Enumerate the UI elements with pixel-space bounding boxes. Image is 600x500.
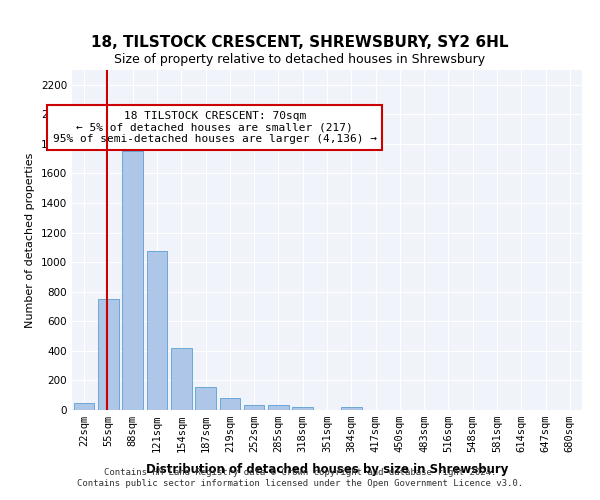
Y-axis label: Number of detached properties: Number of detached properties [25,152,35,328]
X-axis label: Distribution of detached houses by size in Shrewsbury: Distribution of detached houses by size … [146,464,508,476]
Text: 18, TILSTOCK CRESCENT, SHREWSBURY, SY2 6HL: 18, TILSTOCK CRESCENT, SHREWSBURY, SY2 6… [91,35,509,50]
Bar [171,348,191,410]
Bar [220,398,240,410]
Bar [98,299,119,410]
Bar [244,405,265,410]
Text: Contains HM Land Registry data © Crown copyright and database right 2024.
Contai: Contains HM Land Registry data © Crown c… [77,468,523,487]
Bar [292,407,313,410]
Text: Size of property relative to detached houses in Shrewsbury: Size of property relative to detached ho… [115,52,485,66]
Bar [146,251,167,410]
Bar [74,402,94,410]
Bar [341,407,362,410]
Bar [268,405,289,410]
Text: 18 TILSTOCK CRESCENT: 70sqm
← 5% of detached houses are smaller (217)
95% of sem: 18 TILSTOCK CRESCENT: 70sqm ← 5% of deta… [53,111,377,144]
Bar [122,152,143,410]
Bar [195,387,216,410]
